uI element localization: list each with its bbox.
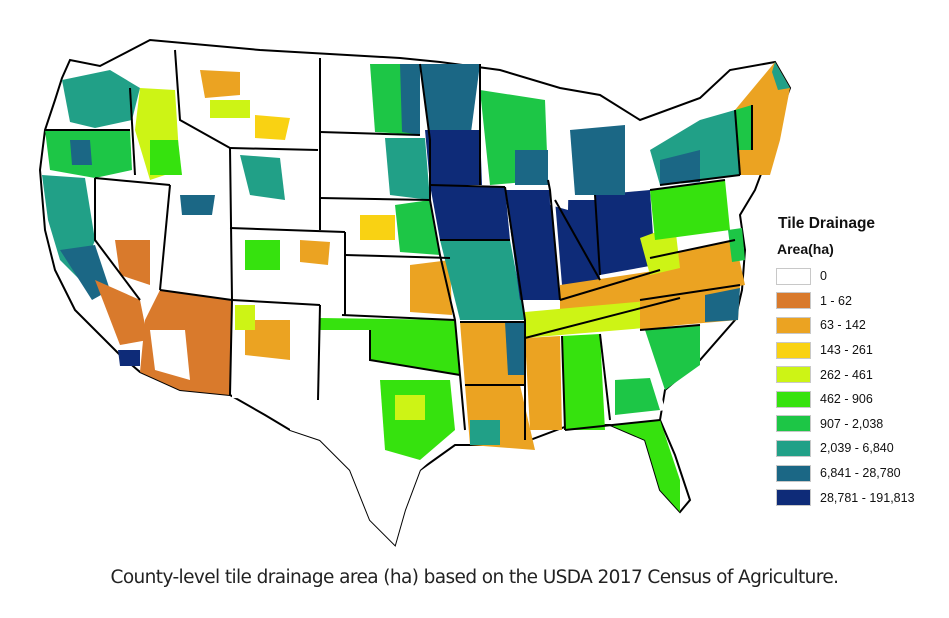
- legend-item: 262 - 461: [776, 362, 946, 387]
- legend-swatch: [776, 390, 811, 408]
- region-missouri: [440, 240, 525, 320]
- region-new-mexico-mix: [245, 320, 290, 360]
- legend-item: 2,039 - 6,840: [776, 436, 946, 461]
- legend-item: 6,841 - 28,780: [776, 461, 946, 486]
- region-south-carolina: [645, 325, 700, 390]
- legend-swatch: [776, 366, 811, 384]
- legend-item: 1 - 62: [776, 289, 946, 314]
- region-california-south: [95, 280, 148, 345]
- region-montana-mix1: [200, 70, 240, 98]
- region-nebraska-mid: [360, 215, 395, 240]
- region-washington: [62, 70, 140, 128]
- region-iowa: [430, 185, 510, 240]
- region-nebraska-east: [395, 200, 440, 255]
- legend-swatch: [776, 292, 811, 310]
- legend-swatch: [776, 415, 811, 433]
- region-lake-michigan: [548, 110, 570, 210]
- region-oklahoma: [320, 318, 460, 375]
- legend-label: 907 - 2,038: [820, 416, 884, 431]
- legend-subtitle: Area(ha): [777, 241, 834, 257]
- region-arizona-white: [150, 330, 190, 380]
- legend-label: 28,781 - 191,813: [820, 490, 915, 505]
- region-north-carolina-east: [705, 288, 740, 322]
- legend-item: 63 - 142: [776, 313, 946, 338]
- region-colorado-mix: [245, 240, 280, 270]
- legend-item: 462 - 906: [776, 387, 946, 412]
- legend: Tile Drainage Area(ha) 0 1 - 62 63 - 142…: [776, 214, 946, 510]
- legend-label: 462 - 906: [820, 392, 873, 407]
- legend-swatch: [776, 267, 811, 285]
- region-kansas-east: [410, 260, 452, 315]
- region-georgia-south: [615, 378, 660, 415]
- legend-label: 63 - 142: [820, 318, 866, 333]
- region-minnesota-south: [425, 130, 482, 185]
- legend-swatch: [776, 341, 811, 359]
- legend-label: 262 - 461: [820, 367, 873, 382]
- legend-item: 907 - 2,038: [776, 412, 946, 437]
- region-new-york-west: [660, 150, 700, 185]
- region-colorado-mix2: [300, 240, 330, 265]
- region-north-dakota-redriver: [400, 64, 420, 135]
- region-montana-mix2: [255, 115, 290, 140]
- legend-title: Tile Drainage: [778, 215, 876, 232]
- region-new-mexico-mix2: [235, 305, 255, 330]
- region-alabama: [562, 334, 605, 430]
- legend-label: 2,039 - 6,840: [820, 441, 894, 456]
- region-kentucky: [560, 270, 665, 310]
- choropleth-map: [38, 38, 792, 547]
- region-arkansas-delta: [505, 322, 525, 375]
- region-vermont: [735, 105, 752, 150]
- region-imperial: [118, 350, 140, 366]
- legend-label: 1 - 62: [820, 293, 852, 308]
- region-nevada: [95, 178, 170, 300]
- region-delmarva: [728, 228, 745, 262]
- state-boundaries: [45, 49, 753, 440]
- region-florida: [610, 420, 680, 512]
- region-minnesota: [420, 64, 480, 140]
- region-pennsylvania: [650, 180, 730, 240]
- region-maine-north: [772, 62, 790, 90]
- region-ohio: [595, 190, 655, 275]
- legend-swatch: [776, 316, 811, 334]
- legend-item: 28,781 - 191,813: [776, 485, 946, 510]
- region-wyoming-teal: [240, 155, 285, 200]
- legend-swatch: [776, 439, 811, 457]
- region-michigan: [570, 125, 625, 195]
- region-wisconsin-se: [515, 150, 548, 185]
- region-oregon-willamette: [70, 140, 92, 165]
- region-texas-mix: [395, 395, 425, 420]
- legend-item: 143 - 261: [776, 338, 946, 363]
- region-nevada-east: [115, 240, 150, 285]
- legend-item: 0: [776, 264, 946, 289]
- figure-caption: County-level tile drainage area (ha) bas…: [110, 567, 840, 588]
- legend-label: 143 - 261: [820, 343, 873, 358]
- region-mississippi: [525, 336, 562, 430]
- region-montana-mix3: [210, 100, 250, 118]
- legend-label: 0: [820, 269, 827, 284]
- legend-swatch: [776, 489, 811, 507]
- legend-swatch: [776, 464, 811, 482]
- legend-label: 6,841 - 28,780: [820, 466, 901, 481]
- region-utah-mix: [180, 195, 215, 215]
- region-louisiana-sw: [470, 420, 500, 445]
- region-idaho-south: [150, 140, 182, 175]
- region-utah: [160, 185, 232, 290]
- region-south-dakota-east: [385, 138, 430, 200]
